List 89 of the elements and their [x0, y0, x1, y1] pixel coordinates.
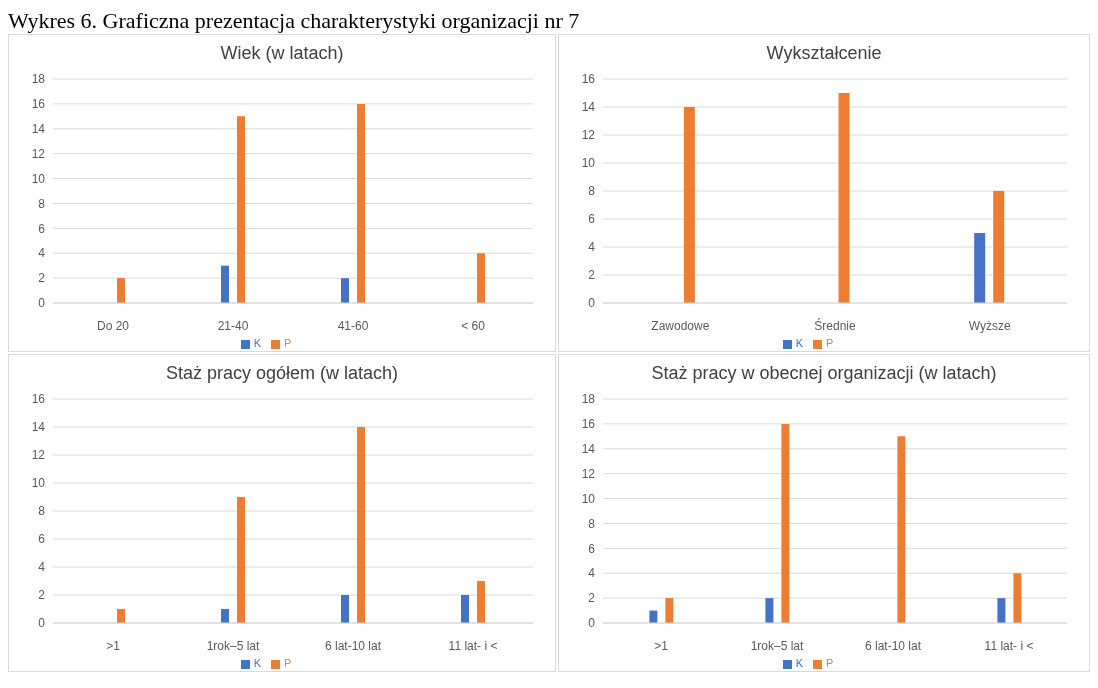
- y-tick-label: 12: [581, 466, 596, 481]
- bar: [997, 598, 1006, 623]
- x-tick-label: 1rok–5 lat: [750, 638, 805, 653]
- y-tick-label: 10: [31, 171, 46, 186]
- legend-label: P: [826, 657, 834, 669]
- y-tick-label: 0: [38, 296, 46, 311]
- bar: [974, 233, 986, 303]
- y-tick-label: 8: [588, 184, 596, 199]
- y-tick-label: 12: [31, 448, 46, 463]
- y-tick-label: 6: [38, 221, 46, 236]
- x-tick-label: >1: [106, 638, 121, 653]
- x-tick-label: >1: [654, 638, 669, 653]
- bar: [117, 278, 125, 303]
- y-tick-label: 16: [581, 417, 596, 432]
- legend-label: K: [795, 657, 803, 669]
- y-tick-label: 4: [38, 246, 46, 261]
- x-tick-label: < 60: [461, 318, 486, 333]
- legend-label: P: [826, 337, 834, 349]
- legend-label: K: [795, 337, 803, 349]
- bar: [221, 265, 229, 303]
- y-tick-label: 6: [588, 212, 596, 227]
- x-tick-label: 41-60: [337, 318, 369, 333]
- y-tick-label: 16: [581, 72, 596, 87]
- bar: [237, 497, 245, 623]
- x-tick-label: 6 lat-10 lat: [324, 638, 382, 653]
- bar: [993, 191, 1005, 303]
- y-tick-label: 2: [588, 591, 596, 606]
- bar: [897, 436, 906, 623]
- y-tick-label: 2: [38, 588, 46, 603]
- y-tick-label: 0: [588, 616, 596, 631]
- chart-title: Wykształcenie: [765, 42, 883, 65]
- y-tick-label: 4: [588, 566, 596, 581]
- x-tick-label: 11 lat- i <: [984, 638, 1034, 653]
- x-tick-label: 1rok–5 lat: [206, 638, 261, 653]
- y-tick-label: 16: [31, 392, 46, 407]
- y-tick-label: 18: [31, 72, 46, 87]
- y-tick-label: 14: [31, 122, 46, 137]
- text: Wykres 6. Graficzna prezentacja charakterystyki organizacji nr 7: [8, 8, 581, 34]
- y-tick-label: 4: [588, 240, 596, 255]
- bar: [765, 598, 774, 623]
- bar: [477, 581, 485, 623]
- bar: [341, 595, 349, 623]
- legend-label: P: [284, 657, 292, 669]
- x-tick-label: 11 lat- i <: [448, 638, 498, 653]
- x-tick-label: Do 20: [96, 318, 130, 333]
- bar: [357, 427, 365, 623]
- y-tick-label: 0: [38, 616, 46, 631]
- chart-title: Staż pracy w obecnej organizacji (w latach): [650, 362, 998, 385]
- y-tick-label: 2: [588, 268, 596, 283]
- x-tick-label: 21-40: [217, 318, 249, 333]
- y-tick-label: 8: [588, 516, 596, 531]
- legend-label: K: [253, 337, 261, 349]
- y-tick-label: 6: [588, 541, 596, 556]
- x-tick-label: Zawodowe: [651, 318, 710, 333]
- x-tick-label: Średnie: [814, 317, 856, 333]
- y-tick-label: 10: [31, 476, 46, 491]
- bar: [477, 253, 485, 303]
- bar: [781, 423, 790, 623]
- bar: [461, 595, 469, 623]
- y-tick-label: 14: [581, 100, 596, 115]
- y-tick-label: 16: [31, 97, 46, 112]
- chart-title: Wiek (w latach): [219, 42, 345, 65]
- y-tick-label: 14: [31, 420, 46, 435]
- bar: [117, 609, 125, 623]
- y-tick-label: 12: [581, 128, 596, 143]
- bar: [683, 107, 695, 303]
- bar: [665, 598, 674, 623]
- y-tick-label: 18: [581, 392, 596, 407]
- y-tick-label: 0: [588, 296, 596, 311]
- bar: [341, 278, 349, 303]
- y-tick-label: 10: [581, 491, 596, 506]
- legend-label: K: [253, 657, 261, 669]
- y-tick-label: 10: [581, 156, 596, 171]
- legend-label: P: [284, 337, 292, 349]
- y-tick-label: 14: [581, 442, 596, 457]
- bar: [1013, 573, 1022, 623]
- bar: [357, 103, 365, 303]
- y-tick-label: 12: [31, 146, 46, 161]
- chart-title: Staż pracy ogółem (w latach): [164, 362, 400, 385]
- y-tick-label: 8: [38, 504, 46, 519]
- x-tick-label: Wyższe: [968, 318, 1011, 333]
- y-tick-label: 8: [38, 196, 46, 211]
- bar: [838, 93, 850, 303]
- y-tick-label: 2: [38, 271, 46, 286]
- bar: [237, 116, 245, 303]
- x-tick-label: 6 lat-10 lat: [864, 638, 922, 653]
- y-tick-label: 6: [38, 532, 46, 547]
- y-tick-label: 4: [38, 560, 46, 575]
- bar: [221, 609, 229, 623]
